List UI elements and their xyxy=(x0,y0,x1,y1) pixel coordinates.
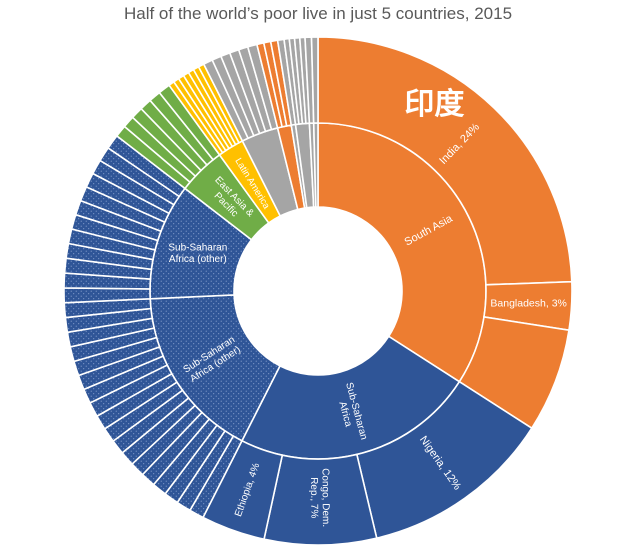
center-hole xyxy=(234,207,402,375)
chart-title: Half of the world’s poor live in just 5 … xyxy=(123,4,513,23)
inner-label-sub-saharan-africa-other-3: Sub-Saharan Africa (other) xyxy=(168,242,227,265)
outer-label-congo-dem-rep-7: Congo, Dem.Rep., 7% xyxy=(308,468,331,527)
outer-segment-india-24 xyxy=(317,36,573,286)
annotation-india-text: 印度 xyxy=(404,86,464,121)
outer-slice-other-14-0 xyxy=(310,36,319,124)
inner-ring xyxy=(149,122,487,460)
outer-label-bangladesh-3: Bangladesh, 3% xyxy=(490,297,566,309)
outer-ring xyxy=(63,36,573,546)
